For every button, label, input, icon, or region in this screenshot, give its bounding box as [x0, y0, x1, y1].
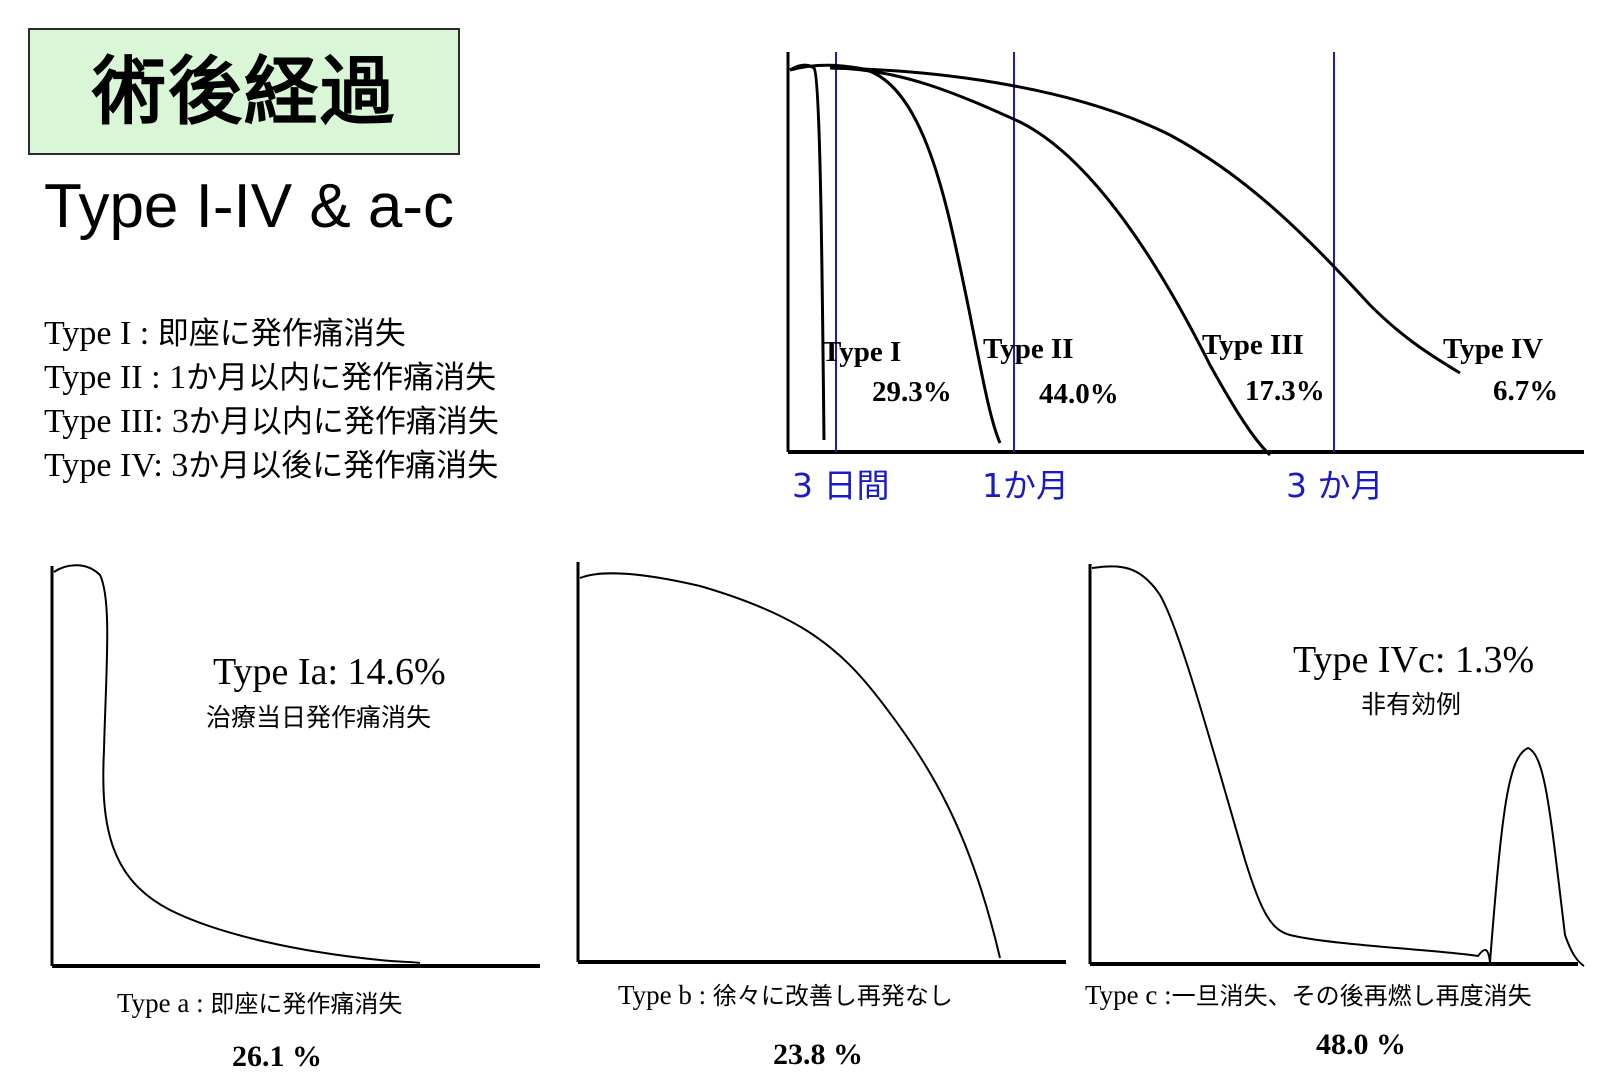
- slide-subtitle: Type I-IV & a-c: [44, 172, 455, 241]
- series-percent-type-i: 29.3%: [872, 376, 952, 408]
- type-definition-desc: か月以内に発作痛消失: [186, 360, 497, 396]
- type-definition-label: Type IV: 3: [44, 447, 189, 484]
- panel-a-caption-desc: 即座に発作痛消失: [210, 990, 402, 1018]
- type-definition-label: Type III: 3: [44, 403, 189, 440]
- panel-c-caption-label: Type c :: [1085, 980, 1172, 1010]
- panel-a-percent: 26.1 %: [232, 1040, 322, 1073]
- type-definition-item: Type I : 即座に発作痛消失: [44, 312, 499, 356]
- panel-a-caption-label: Type a :: [117, 988, 210, 1018]
- series-percent-type-iv: 6.7%: [1493, 375, 1558, 407]
- panel-c-curve: [1091, 565, 1585, 967]
- panel-type-b: Type b : 徐々に改善し再発なし 23.8 %: [576, 562, 1066, 1071]
- series-percent-type-ii: 44.0%: [1039, 378, 1119, 410]
- panel-b-percent: 23.8 %: [773, 1038, 863, 1071]
- curve-type-ii: [789, 63, 1002, 444]
- type-definition-label: Type II : 1: [44, 359, 187, 396]
- x-marker-label-3-days: 3 日間: [792, 466, 890, 505]
- panel-b-caption-desc: 徐々に改善し再発なし: [713, 982, 953, 1010]
- panel-c-caption: Type c :一旦消失、その後再燃し再度消失: [1085, 980, 1532, 1010]
- panel-a-note: 治療当日発作痛消失: [206, 703, 431, 732]
- series-label-type-ii: Type II: [983, 333, 1074, 365]
- curve-type-iv: [829, 66, 1461, 375]
- series-label-type-i: Type I: [822, 336, 901, 368]
- panel-c-title: Type IVc: 1.3%: [1293, 639, 1534, 681]
- panel-b-caption: Type b : 徐々に改善し再発なし: [618, 980, 953, 1010]
- type-definition-desc: か月以後に発作痛消失: [188, 448, 499, 484]
- panel-c-note: 非有効例: [1361, 690, 1461, 719]
- type-definition-list: Type I : 即座に発作痛消失 Type II : 1か月以内に発作痛消失 …: [44, 312, 499, 488]
- panel-a-title: Type Ia: 14.6%: [213, 651, 446, 693]
- type-definition-item: Type III: 3か月以内に発作痛消失: [44, 400, 499, 444]
- type-definition-desc: 即座に発作痛消失: [157, 316, 406, 352]
- type-definition-desc: か月以内に発作痛消失: [188, 404, 499, 440]
- series-label-type-iv: Type IV: [1443, 333, 1543, 365]
- panel-c-caption-desc: 一旦消失、その後再燃し再度消失: [1172, 982, 1532, 1010]
- title-box: 術後経過: [28, 28, 460, 155]
- x-marker-label-1-month: 1か月: [982, 466, 1069, 505]
- panel-b-caption-label: Type b :: [618, 980, 713, 1010]
- panel-type-a: Type Ia: 14.6% 治療当日発作痛消失 Type a : 即座に発作痛…: [50, 564, 540, 1073]
- series-percent-type-iii: 17.3%: [1245, 375, 1325, 407]
- series-label-type-iii: Type III: [1202, 329, 1304, 361]
- panel-a-caption: Type a : 即座に発作痛消失: [117, 988, 402, 1018]
- type-definition-item: Type II : 1か月以内に発作痛消失: [44, 356, 499, 400]
- curve-type-iii: [829, 66, 1272, 457]
- type-definition-item: Type IV: 3か月以後に発作痛消失: [44, 444, 499, 488]
- type-definition-label: Type I :: [44, 315, 158, 352]
- panel-type-c: Type IVc: 1.3% 非有効例 Type c :一旦消失、その後再燃し再…: [1085, 564, 1585, 1061]
- panel-c-percent: 48.0 %: [1316, 1028, 1406, 1061]
- x-marker-label-3-months: 3 か月: [1286, 466, 1384, 505]
- slide-title: 術後経過: [92, 48, 396, 135]
- panel-a-curve: [53, 564, 421, 964]
- panel-b-curve: [579, 572, 1001, 959]
- curve-type-i: [789, 63, 826, 441]
